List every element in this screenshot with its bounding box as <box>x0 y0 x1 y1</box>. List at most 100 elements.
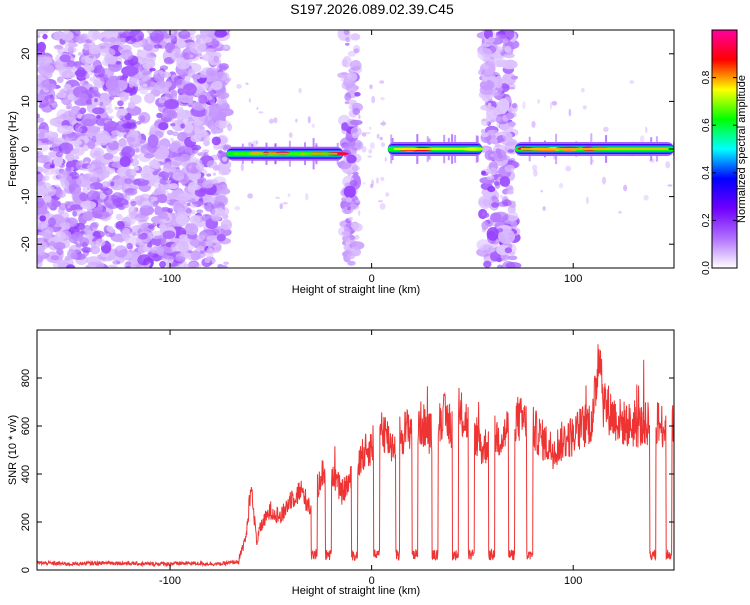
noise-blob <box>216 95 227 110</box>
noise-speck <box>667 184 673 187</box>
noise-blob <box>51 200 62 208</box>
noise-blob <box>342 56 352 68</box>
noise-blob <box>166 129 174 136</box>
noise-blob <box>190 184 201 191</box>
noise-blob <box>87 124 99 137</box>
noise-blob <box>37 117 45 123</box>
noise-blob <box>199 72 208 78</box>
noise-blob <box>152 200 159 207</box>
noise-blob <box>90 245 101 255</box>
noise-blob <box>70 108 79 116</box>
noise-blob <box>88 44 101 55</box>
noise-blob <box>175 214 190 226</box>
noise-blob <box>206 95 213 101</box>
noise-blob <box>341 197 347 202</box>
noise-blob <box>347 206 351 211</box>
noise-blob <box>107 115 115 119</box>
y-tick-label: 800 <box>20 369 32 387</box>
noise-blob <box>504 164 515 173</box>
noise-blob <box>347 50 356 57</box>
noise-speck <box>582 105 587 110</box>
noise-blob <box>56 76 64 83</box>
noise-blob <box>39 215 46 222</box>
noise-blob <box>347 252 356 260</box>
noise-speck <box>643 194 649 201</box>
noise-blob <box>203 151 209 160</box>
noise-blob <box>185 208 192 214</box>
noise-blob <box>77 52 82 56</box>
noise-speck <box>227 123 233 132</box>
signal-segment <box>226 138 350 170</box>
noise-blob <box>354 85 360 90</box>
noise-speck <box>369 126 372 130</box>
noise-blob <box>128 101 136 109</box>
noise-blob <box>37 113 41 118</box>
snr-x-ticks: -100 0 100 <box>159 330 582 587</box>
noise-blob <box>216 264 228 268</box>
spectrogram-y-ticks: -20 -10 0 10 20 <box>20 48 674 252</box>
noise-blob <box>202 194 216 203</box>
noise-speck <box>256 107 259 110</box>
noise-blob <box>134 147 140 153</box>
noise-blob <box>178 241 189 255</box>
noise-blob <box>210 126 218 135</box>
noise-blob <box>95 130 111 146</box>
noise-blob <box>137 198 153 208</box>
noise-blob <box>43 195 52 203</box>
noise-blob <box>494 143 501 147</box>
colorbar-label: Normalized spectral amplitude <box>736 75 748 223</box>
noise-blob <box>216 233 226 242</box>
y-tick-label: -10 <box>20 189 32 205</box>
noise-blob <box>81 247 93 253</box>
noise-blob <box>200 201 205 205</box>
noise-blob <box>502 131 512 141</box>
noise-blob <box>121 146 136 159</box>
noise-blob <box>37 35 41 39</box>
noise-blob <box>203 135 211 143</box>
noise-blob <box>59 54 71 63</box>
noise-blob <box>222 213 229 220</box>
noise-blob <box>170 137 174 142</box>
x-tick-label: 0 <box>369 575 375 587</box>
noise-blob <box>188 117 194 122</box>
noise-blob <box>37 63 55 77</box>
noise-blob <box>133 166 140 171</box>
noise-speck <box>295 118 298 123</box>
noise-blob <box>58 169 68 181</box>
noise-speck <box>240 163 244 172</box>
noise-blob <box>87 30 99 42</box>
noise-blob <box>54 184 61 188</box>
noise-blob <box>83 43 90 48</box>
noise-blob <box>209 90 217 95</box>
noise-speck <box>591 159 595 163</box>
noise-blob <box>38 231 45 236</box>
snr-x-axis-label: Height of straight line (km) <box>292 585 420 597</box>
noise-blob <box>205 30 216 35</box>
noise-blob <box>37 155 48 164</box>
noise-blob <box>157 193 168 204</box>
noise-blob <box>124 188 138 196</box>
noise-blob <box>102 187 113 196</box>
noise-blob <box>84 73 90 79</box>
noise-blob <box>95 261 105 268</box>
y-tick-label: 0 <box>20 567 32 573</box>
noise-blob <box>354 234 360 240</box>
noise-blob <box>125 214 136 226</box>
colorbar-tick-label: 0.2 <box>701 213 712 227</box>
noise-blob <box>346 154 357 164</box>
noise-blob <box>93 150 102 157</box>
noise-blob <box>354 92 361 97</box>
noise-blob <box>51 142 56 147</box>
noise-blob <box>159 81 167 89</box>
snr-y-axis-label: SNR (10 * v/v) <box>7 415 19 485</box>
noise-blob <box>167 207 174 214</box>
noise-blob <box>349 119 363 126</box>
noise-blob <box>37 93 44 101</box>
noise-blob <box>212 172 217 176</box>
noise-blob <box>131 263 143 268</box>
noise-speck <box>368 149 373 154</box>
noise-blob <box>489 167 497 176</box>
noise-blob <box>343 185 356 198</box>
noise-blob <box>496 264 503 268</box>
noise-blob <box>197 178 204 183</box>
